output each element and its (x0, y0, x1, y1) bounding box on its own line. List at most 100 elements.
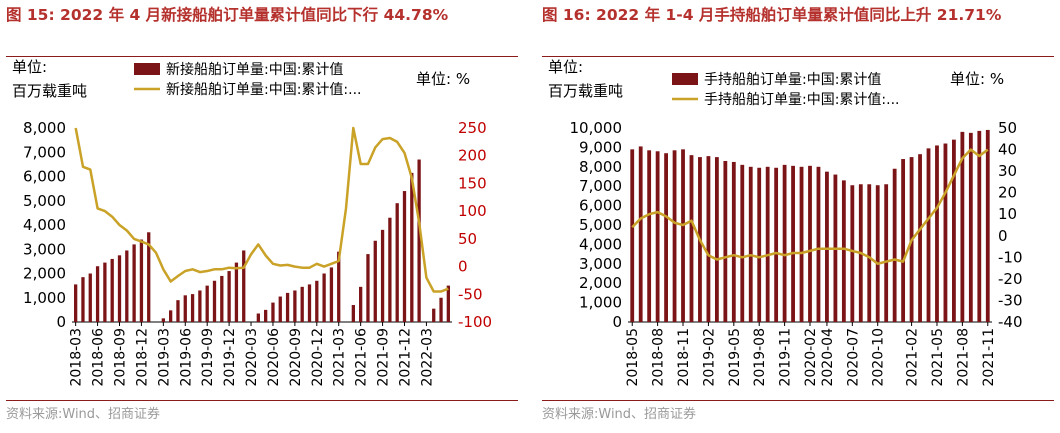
source-note: 资料来源:Wind、招商证券 (6, 407, 161, 422)
chart-svg: 单位: 百万载重吨 新接船舶订单量:中国:累计值 新接船舶订单量:中国:累计值:… (12, 58, 492, 387)
plot-area: 01,0002,0003,0004,0005,0006,0007,0008,00… (23, 119, 492, 387)
bar (985, 129, 990, 322)
y-right-tick-label: 250 (458, 119, 487, 137)
chart-title: 图 16: 2022 年 1-4 月手持船舶订单量累计值同比上升 21.71% (542, 6, 1002, 24)
legend-line-label: 手持船舶订单量:中国:累计值:... (704, 92, 900, 108)
y-left-tick-label: 10,000 (570, 119, 623, 137)
bar (723, 160, 728, 322)
source-rule (6, 400, 518, 401)
bar (139, 239, 144, 322)
y-left-tick-label: 4,000 (579, 235, 622, 253)
bar (664, 153, 668, 322)
y-left-tick-label: 1,000 (579, 294, 622, 312)
y-left-tick-label: 6,000 (23, 168, 66, 186)
legend-bar-label: 手持船舶订单量:中国:累计值 (704, 72, 881, 88)
y-left-tick-label: 0 (56, 313, 66, 331)
title-rule (6, 56, 518, 57)
y-right-tick-label: -100 (458, 313, 492, 331)
bar (264, 309, 268, 322)
bar (791, 165, 795, 322)
bar (892, 168, 897, 322)
bar (161, 318, 165, 322)
legend-bar-label: 新接船舶订单量:中国:累计值 (166, 61, 343, 78)
bar (740, 164, 745, 322)
x-tick-label: 2019-06 (178, 328, 194, 387)
y-left-tick-label: 8,000 (579, 158, 622, 176)
legend-bar-swatch (134, 63, 160, 75)
x-tick-label: 2022-03 (419, 328, 435, 387)
y-left-tick-label: 4,000 (23, 216, 66, 234)
y-left-tick-label: 8,000 (23, 119, 66, 137)
bar (757, 167, 762, 322)
yoy-line (631, 148, 989, 266)
x-tick-label: 2020-09 (288, 328, 304, 387)
y-left-tick-label: 6,000 (579, 197, 622, 215)
bar (417, 159, 421, 322)
bar (977, 130, 982, 322)
y-right-tick-label: 150 (458, 174, 487, 192)
bar (850, 185, 855, 322)
x-tick-label: 2019-05 (727, 328, 743, 387)
bar (681, 149, 685, 322)
x-tick-label: 2021-08 (955, 328, 971, 387)
x-tick-label: 2018-08 (651, 328, 667, 387)
bar (926, 148, 931, 322)
x-tick-label: 2020-07 (845, 328, 861, 387)
bar (714, 157, 719, 322)
x-tick-label: 2020-06 (266, 328, 282, 387)
bar (242, 250, 246, 322)
right-axis-unit: 单位: % (950, 70, 1004, 88)
bar (799, 166, 804, 322)
bar (373, 240, 377, 322)
x-tick-label: 2021-02 (905, 328, 921, 387)
y-right-tick-label: -10 (998, 248, 1023, 266)
bar (88, 273, 92, 322)
bar (351, 305, 355, 322)
bar (366, 254, 370, 322)
x-tick-label: 2018-06 (91, 328, 107, 387)
y-right-tick-label: 200 (458, 147, 487, 165)
bar (638, 146, 643, 322)
bar (765, 166, 770, 322)
source-note: 资料来源:Wind、招商证券 (542, 407, 697, 422)
bar (841, 180, 846, 322)
y-right-tick-label: -50 (458, 285, 483, 303)
bar (402, 191, 407, 322)
y-right-tick-label: 100 (458, 202, 487, 220)
legend-line-label: 新接船舶订单量:中国:累计值:... (166, 81, 362, 98)
bar (315, 280, 319, 322)
x-tick-label: 2019-09 (200, 328, 216, 387)
x-tick-label: 2021-11 (981, 328, 997, 387)
bar (147, 232, 151, 322)
bar (322, 273, 326, 322)
bar (731, 161, 736, 322)
bar (825, 171, 829, 322)
bar (74, 284, 78, 322)
y-left-tick-label: 1,000 (23, 289, 66, 307)
left-axis-unit-line2: 百万载重吨 (548, 82, 623, 100)
bar (816, 166, 821, 322)
x-tick-label: 2021-05 (930, 328, 946, 387)
bar (918, 154, 922, 322)
bar (293, 290, 297, 322)
bar (672, 150, 677, 322)
y-right-tick-label: 0 (458, 258, 468, 276)
bar (655, 151, 660, 322)
y-left-tick-label: 0 (612, 313, 622, 331)
bar (968, 132, 973, 322)
bar (81, 277, 85, 322)
x-tick-label: 2018-09 (113, 328, 129, 387)
bar (960, 131, 965, 322)
source-rule (542, 400, 1054, 401)
y-left-tick-label: 5,000 (579, 216, 622, 234)
x-tick-label: 2019-02 (701, 328, 717, 387)
bar (190, 294, 195, 322)
bar (875, 185, 880, 322)
bar (689, 155, 694, 322)
bar (300, 286, 304, 322)
plot-area: 01,0002,0003,0004,0005,0006,0007,0008,00… (570, 119, 1023, 387)
bar (884, 184, 889, 322)
x-tick-label: 2018-11 (676, 328, 692, 387)
chart-panel-right: 图 16: 2022 年 1-4 月手持船舶订单量累计值同比上升 21.71% … (542, 0, 1060, 433)
bar (647, 150, 652, 322)
